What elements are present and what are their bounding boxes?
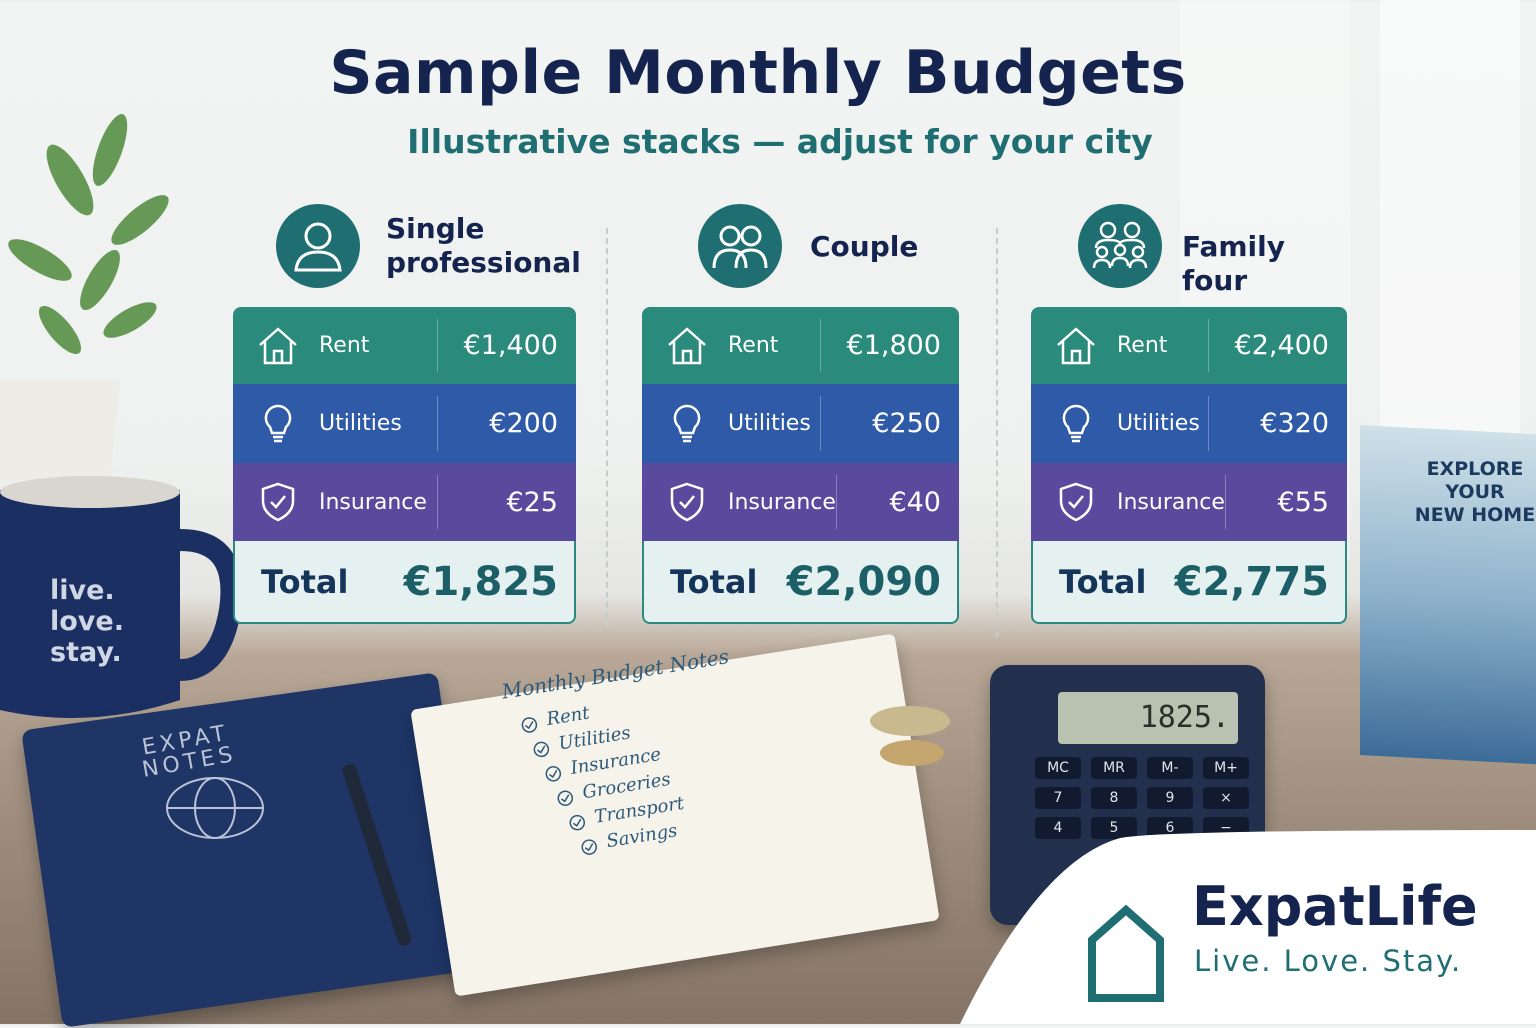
- brand-panel: [960, 830, 1536, 1024]
- group-icon: [1078, 204, 1162, 288]
- notepad-content: Monthly Budget Notes Rent Utilities Insuran…: [500, 644, 756, 868]
- check-icon: [568, 812, 586, 831]
- title: Sample Monthly Budgets: [329, 38, 1187, 108]
- row-amount: €250: [820, 395, 959, 452]
- row-label: Utilities: [728, 411, 811, 436]
- row-icon: [1053, 323, 1099, 369]
- total-amount: €2,090: [786, 558, 941, 605]
- row-label: Rent: [1117, 333, 1168, 358]
- row-icon: [1053, 401, 1099, 447]
- notepad-item: Transport: [567, 780, 752, 834]
- group-icon: [276, 204, 360, 288]
- row-icon: [255, 479, 301, 525]
- row-amount: €320: [1208, 395, 1347, 452]
- row-amount: €40: [835, 474, 959, 530]
- calculator-key: M+: [1203, 757, 1249, 779]
- row-icon: [255, 401, 301, 447]
- check-icon: [556, 787, 574, 806]
- mug-line: live.: [50, 575, 115, 606]
- row-icon: [1053, 479, 1099, 525]
- plant: [0, 114, 169, 480]
- postcard-line: EXPLORE: [1426, 458, 1524, 480]
- brand-name: ExpatLife: [1192, 875, 1478, 938]
- notepad-item: Insurance: [543, 729, 744, 786]
- budget-row: Rent €1,800: [642, 307, 959, 384]
- check-icon: [580, 836, 598, 855]
- calculator-key: ×: [1203, 787, 1249, 809]
- row-icon: [255, 323, 301, 369]
- budget-row: Insurance €25: [233, 463, 576, 541]
- row-label: Utilities: [1117, 411, 1200, 436]
- row-amount: €25: [437, 474, 576, 530]
- notepad-item: Savings: [579, 806, 756, 859]
- check-icon: [520, 714, 538, 733]
- calculator-key: MC: [1035, 757, 1081, 779]
- budget-row: Utilities €250: [642, 384, 959, 463]
- row-icon: [664, 323, 710, 369]
- total-label: Total: [261, 562, 349, 601]
- postcard-line: NEW HOME: [1414, 504, 1536, 526]
- total-amount: €2,775: [1174, 558, 1329, 605]
- row-amount: €200: [437, 395, 576, 452]
- calculator-key: 8: [1091, 787, 1137, 809]
- calculator-key: 9: [1147, 787, 1193, 809]
- row-amount: €1,400: [437, 318, 576, 373]
- calculator-keys: MC MR M- M+ 7 8 9 × 4 5 6−: [1035, 757, 1255, 839]
- row-label: Rent: [728, 333, 779, 358]
- row-icon: [664, 401, 710, 447]
- group-icon: [698, 204, 782, 288]
- total-row: Total €2,775: [1031, 541, 1347, 624]
- brand-tagline: Live. Love. Stay.: [1194, 944, 1463, 978]
- total-amount: €1,825: [403, 558, 558, 605]
- row-amount: €55: [1224, 474, 1347, 530]
- budget-row: Utilities €200: [233, 384, 576, 463]
- total-label: Total: [670, 562, 758, 601]
- group-label: Single professional: [386, 212, 581, 279]
- mug-text: live. love. stay.: [50, 575, 124, 668]
- coin: [880, 740, 944, 766]
- row-icon: [664, 479, 710, 525]
- mug: [0, 476, 240, 718]
- check-icon: [544, 763, 562, 782]
- row-label: Utilities: [319, 411, 402, 436]
- row-label: Insurance: [319, 489, 427, 515]
- calculator-key: 5: [1091, 817, 1137, 839]
- budget-row: Insurance €55: [1031, 463, 1347, 541]
- group-label: Family four: [1182, 230, 1286, 297]
- calculator-display: 1825.: [1058, 692, 1238, 744]
- subtitle: Illustrative stacks — adjust for your ci…: [407, 122, 1153, 161]
- row-amount: €1,800: [820, 318, 959, 373]
- total-row: Total €2,090: [642, 541, 959, 624]
- calculator-key: 6: [1147, 817, 1193, 839]
- calculator-key: 7: [1035, 787, 1081, 809]
- notepad-item: Utilities: [531, 703, 740, 761]
- postcard-text: EXPLORE YOUR NEW HOME: [1410, 458, 1536, 527]
- divider: [606, 228, 608, 628]
- total-label: Total: [1059, 562, 1147, 601]
- row-label: Insurance: [1117, 489, 1225, 515]
- budget-row: Rent €2,400: [1031, 307, 1347, 384]
- row-label: Insurance: [728, 489, 836, 515]
- budget-row: Insurance €40: [642, 463, 959, 541]
- row-amount: €2,400: [1208, 318, 1347, 373]
- calculator-key: M-: [1147, 757, 1193, 779]
- row-label: Rent: [319, 333, 370, 358]
- notepad-item: Groceries: [555, 755, 748, 811]
- coin: [870, 706, 950, 736]
- globe-icon: [166, 777, 264, 839]
- check-icon: [532, 738, 550, 758]
- notebook: [21, 672, 479, 1028]
- budget-row: Utilities €320: [1031, 384, 1347, 463]
- postcard-line: YOUR: [1445, 481, 1505, 503]
- budget-row: Rent €1,400: [233, 307, 576, 384]
- mug-line: stay.: [50, 637, 122, 668]
- calculator-key: MR: [1091, 757, 1137, 779]
- total-row: Total €1,825: [233, 541, 576, 624]
- notepad-item: Rent: [519, 678, 736, 737]
- mug-line: love.: [50, 606, 124, 637]
- group-label: Couple: [810, 230, 919, 263]
- calculator-key: 4: [1035, 817, 1081, 839]
- divider: [996, 228, 998, 638]
